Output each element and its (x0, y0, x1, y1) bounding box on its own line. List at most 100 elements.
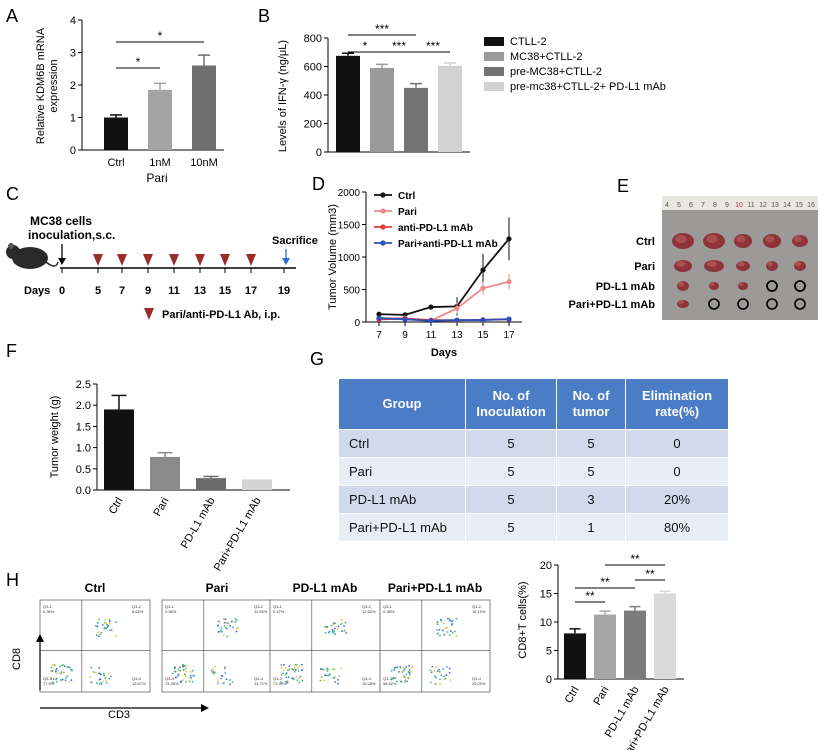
y-tick-label: 0.5 (76, 464, 91, 476)
data-point (376, 311, 382, 317)
flow-event-dot (177, 668, 180, 670)
legend-label: Pari (398, 207, 417, 218)
flow-event-dot (396, 680, 398, 683)
photo-ruler (662, 196, 818, 210)
flow-event-dot (298, 665, 301, 668)
x-tick-label: 9 (402, 330, 408, 341)
bar-pre-mc38-ctll-2-pd-l1-mab (438, 65, 462, 152)
flow-event-dot (300, 663, 303, 666)
flow-event-dot (222, 634, 225, 636)
flow-event-dot (439, 683, 441, 685)
absent-tumor-marker (794, 280, 806, 292)
legend-label: pre-mc38+CTLL-2+ PD-L1 mAb (510, 81, 666, 93)
data-point (480, 267, 486, 273)
flow-event-dot (394, 677, 396, 680)
flow-event-dot (224, 618, 227, 621)
flow-event-dot (285, 676, 288, 679)
flow-event-dot (282, 672, 284, 675)
flow-event-dot (96, 682, 98, 685)
flow-event-dot (213, 671, 215, 674)
quadrant-stat: Q3-2 (132, 604, 142, 609)
flow-event-dot (447, 617, 449, 620)
quadrant-stat: 58.62% (383, 681, 397, 686)
cell-tumor: 1 (556, 513, 626, 542)
flow-event-dot (334, 681, 337, 684)
flow-event-dot (333, 627, 336, 630)
series-line (378, 238, 510, 316)
data-point (428, 318, 434, 324)
cell-group: Ctrl (338, 429, 466, 458)
flow-event-dot (431, 665, 434, 668)
y-tick-label: 2.5 (76, 379, 91, 391)
flow-event-dot (224, 666, 226, 669)
flow-event-dot (319, 679, 322, 682)
flow-event-dot (105, 682, 108, 684)
flow-event-dot (299, 675, 302, 678)
flow-event-dot (337, 682, 339, 685)
ruler-number: 12 (759, 202, 767, 209)
y-tick-label: 5 (546, 646, 552, 658)
flow-event-dot (229, 679, 232, 681)
flow-event-dot (104, 677, 107, 679)
flow-event-dot (217, 620, 220, 623)
treatment-marker-icon (220, 254, 230, 266)
legend-label: CTLL-2 (510, 36, 547, 48)
flow-event-dot (326, 667, 328, 670)
legend-swatch (484, 82, 504, 91)
mouse-icon (6, 243, 59, 269)
flow-event-dot (294, 669, 297, 671)
flow-event-dot (400, 680, 403, 683)
photo-row-labels: Ctrl Pari PD-L1 mAb Pari+PD-L1 mAb (569, 236, 656, 311)
flow-event-dot (343, 625, 345, 627)
panel-label-d: D (312, 174, 325, 194)
flow-event-dot (225, 678, 228, 681)
flow-event-dot (114, 635, 117, 637)
bar-ctrl (104, 409, 134, 490)
flow-event-dot (441, 629, 444, 632)
flow-event-dot (402, 666, 405, 669)
flow-event-dot (191, 669, 194, 672)
quadrant-stat: 14.71% (254, 681, 268, 686)
y-tick-label: 1500 (338, 221, 361, 232)
flow-event-dot (214, 665, 217, 668)
flow-event-dot (326, 670, 329, 672)
flow-event-dot (235, 619, 238, 622)
flow-event-dot (439, 634, 441, 637)
flow-event-dot (443, 633, 446, 636)
y-tick-label: 400 (304, 90, 322, 102)
quadrant-stat: 0.36% (43, 609, 55, 614)
flow-event-dot (345, 632, 348, 634)
panel-label-c: C (6, 184, 19, 204)
quadrant-stat: 0.36% (165, 609, 177, 614)
flow-event-dot (297, 669, 300, 672)
flow-event-dot (440, 619, 443, 622)
flow-event-dot (103, 674, 105, 677)
absent-tumor-marker (737, 298, 749, 310)
flow-event-dot (397, 670, 400, 673)
tumor-highlight (767, 261, 773, 267)
quadrant-stat: Q3-4 (362, 676, 372, 681)
quadrant-stat: 11.55% (254, 609, 268, 614)
bar-ctrl (564, 633, 586, 679)
bar-pd-l1-mab (196, 478, 226, 490)
flow-event-dot (434, 676, 437, 679)
flow-event-dot (294, 670, 296, 673)
y-tick-label: 200 (304, 119, 322, 131)
significance-label: * (136, 55, 141, 69)
flow-event-dot (60, 679, 62, 682)
flow-event-dot (333, 630, 336, 633)
data-point (402, 316, 408, 322)
legend-label: anti-PD-L1 mAb (398, 223, 473, 234)
y-tick-label: 0 (70, 145, 76, 157)
cell-inoculation: 5 (465, 485, 557, 514)
flow-event-dot (324, 674, 326, 677)
y-tick-label: 1.0 (76, 443, 91, 455)
treatment-legend: Pari/anti-PD-L1 Ab, i.p. (162, 309, 280, 321)
y-tick-label: 15 (540, 589, 552, 601)
flow-event-dot (212, 672, 215, 675)
flow-event-dot (185, 670, 188, 673)
y-axis-label: Levels of IFN-γ (ng/μL) (277, 40, 289, 152)
inoculation-arrowhead (58, 258, 66, 265)
flow-event-dot (400, 671, 403, 673)
flow-event-dot (429, 681, 432, 684)
